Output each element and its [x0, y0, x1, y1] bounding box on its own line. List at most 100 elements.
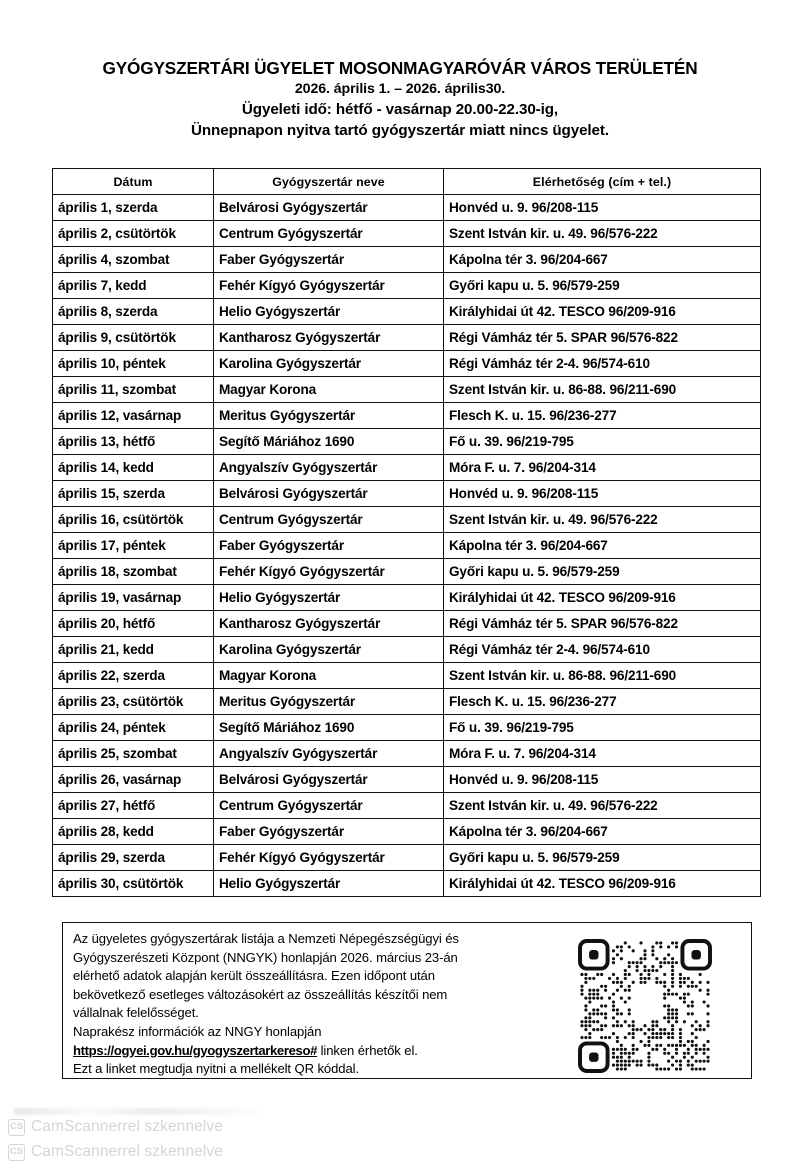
table-row: április 25, szombat Angyalszív Gyógyszert…: [52, 740, 761, 767]
duty-pharmacy-name: Faber Gyógyszertár: [213, 246, 444, 273]
duty-pharmacy-name: Helio Gyógyszertár: [213, 870, 444, 897]
duty-contact: Győri kapu u. 5. 96/579-259: [443, 558, 761, 585]
table-row: április 1, szerda Belvárosi Gyógyszertár H…: [52, 194, 761, 221]
camscanner-watermark-top: CS CamScannerrel szkennelve: [8, 1118, 223, 1136]
duty-contact: Királyhidai út 42. TESCO 96/209-916: [443, 298, 761, 325]
duty-pharmacy-name: Kantharosz Gyógyszertár: [213, 610, 444, 637]
table-row: április 24, péntek Segítő Máriához 1690 Fő…: [52, 714, 761, 741]
duty-date: április 20, hétfő: [52, 610, 214, 637]
duty-date: április 16, csütörtök: [52, 506, 214, 533]
duty-date: április 29, szerda: [52, 844, 214, 871]
table-row: április 21, kedd Karolina Gyógyszertár Rég…: [52, 636, 761, 663]
header-period: 2026. április 1. – 2026. április30.: [294, 81, 506, 97]
duty-pharmacy-name: Helio Gyógyszertár: [213, 584, 444, 611]
duty-date: április 7, kedd: [52, 272, 214, 299]
table-row: április 26, vasárnap Belvárosi Gyógyszert…: [52, 766, 761, 793]
duty-date: április 19, vasárnap: [52, 584, 214, 611]
table-row: április 9, csütörtök Kantharosz Gyógyszer…: [52, 324, 761, 351]
camscanner-label: CamScannerrel szkennelve: [31, 1143, 223, 1160]
table-row: április 7, kedd Fehér Kígyó Gyógyszertár G…: [52, 272, 761, 299]
duty-contact: Honvéd u. 9. 96/208-115: [443, 194, 761, 221]
duty-pharmacy-name: Meritus Gyógyszertár: [213, 688, 444, 715]
duty-contact: Móra F. u. 7. 96/204-314: [443, 454, 761, 481]
qr-code[interactable]: [574, 935, 716, 1077]
duty-pharmacy-name: Faber Gyógyszertár: [213, 818, 444, 845]
table-row: április 18, szombat Fehér Kígyó Gyógyszer…: [52, 558, 761, 585]
table-row: április 14, kedd Angyalszív Gyógyszertár M…: [52, 454, 761, 481]
duty-pharmacy-name: Fehér Kígyó Gyógyszertár: [213, 844, 444, 871]
camscanner-logo-icon: CS: [8, 1118, 25, 1136]
duty-pharmacy-name: Angyalszív Gyógyszertár: [213, 740, 444, 767]
camscanner-watermark-bottom: CS CamScannerrel szkennelve: [8, 1143, 223, 1161]
table-row: április 12, vasárnap Meritus Gyógyszertár…: [52, 402, 761, 429]
table-row: április 16, csütörtök Centrum Gyógyszertá…: [52, 506, 761, 533]
disclaimer-text: Az ügyeletes gyógyszertárak listája a Ne…: [73, 930, 568, 1079]
duty-contact: Szent István kir. u. 49. 96/576-222: [443, 220, 761, 247]
duty-contact: Régi Vámház tér 5. SPAR 96/576-822: [443, 324, 761, 351]
table-row: április 23, csütörtök Meritus Gyógyszertá…: [52, 688, 761, 715]
document-header: GYÓGYSZERTÁRI ÜGYELET MOSONMAGYARÓVÁR VÁ…: [0, 58, 800, 141]
duty-contact: Honvéd u. 9. 96/208-115: [443, 480, 761, 507]
duty-date: április 24, péntek: [52, 714, 214, 741]
table-row: április 19, vasárnap Helio Gyógyszertár Ki…: [52, 584, 761, 611]
duty-contact: Szent István kir. u. 49. 96/576-222: [443, 792, 761, 819]
header-holiday-note: Ünnepnapon nyitva tartó gyógyszertár mia…: [191, 122, 609, 139]
duty-date: április 23, csütörtök: [52, 688, 214, 715]
duty-pharmacy-name: Kantharosz Gyógyszertár: [213, 324, 444, 351]
table-row: április 4, szombat Faber Gyógyszertár Kápo…: [52, 246, 761, 273]
table-row: április 28, kedd Faber Gyógyszertár Kápoln…: [52, 818, 761, 845]
duty-date: április 21, kedd: [52, 636, 214, 663]
duty-contact: Kápolna tér 3. 96/204-667: [443, 246, 761, 273]
disclaimer-line-8: Ezt a linket megtudja nyitni a mellékelt…: [73, 1061, 360, 1077]
column-header-contact: Elérhetőség (cím + tel.): [443, 168, 761, 195]
ogyei-link-suffix: linken érhetők el.: [317, 1042, 418, 1058]
duty-pharmacy-name: Belvárosi Gyógyszertár: [213, 480, 444, 507]
duty-contact: Kápolna tér 3. 96/204-667: [443, 532, 761, 559]
duty-contact: Kápolna tér 3. 96/204-667: [443, 818, 761, 845]
duty-pharmacy-name: Angyalszív Gyógyszertár: [213, 454, 444, 481]
scan-smudge: [14, 1108, 264, 1115]
duty-pharmacy-name: Meritus Gyógyszertár: [213, 402, 444, 429]
duty-date: április 12, vasárnap: [52, 402, 214, 429]
duty-date: április 22, szerda: [52, 662, 214, 689]
duty-schedule-table: Dátum Gyógyszertár neve Elérhetőség (cím…: [52, 168, 761, 897]
disclaimer-link-line: https://ogyei.gov.hu/gyogyszertarkereso#…: [73, 1042, 568, 1061]
table-row: április 27, hétfő Centrum Gyógyszertár Sze…: [52, 792, 761, 819]
column-header-pharmacy: Gyógyszertár neve: [213, 168, 444, 195]
duty-date: április 2, csütörtök: [52, 220, 214, 247]
camscanner-logo-icon: CS: [8, 1143, 25, 1161]
table-row: április 17, péntek Faber Gyógyszertár Kápo…: [52, 532, 761, 559]
table-row: április 11, szombat Magyar Korona Szent Is…: [52, 376, 761, 403]
duty-pharmacy-name: Magyar Korona: [213, 662, 444, 689]
disclaimer-line-6: Naprakész információk az NNGY honlapján: [73, 1023, 322, 1039]
header-duty-hours: Ügyeleti idő: hétfő - vasárnap 20.00-22.…: [241, 101, 559, 118]
duty-contact: Fő u. 39. 96/219-795: [443, 428, 761, 455]
duty-date: április 14, kedd: [52, 454, 214, 481]
duty-contact: Flesch K. u. 15. 96/236-277: [443, 402, 761, 429]
ogyei-link[interactable]: https://ogyei.gov.hu/gyogyszertarkereso#: [73, 1042, 318, 1058]
duty-pharmacy-name: Helio Gyógyszertár: [213, 298, 444, 325]
duty-pharmacy-name: Centrum Gyógyszertár: [213, 792, 444, 819]
duty-date: április 11, szombat: [52, 376, 214, 403]
duty-date: április 10, péntek: [52, 350, 214, 377]
page-title: GYÓGYSZERTÁRI ÜGYELET MOSONMAGYARÓVÁR VÁ…: [102, 58, 698, 78]
duty-contact: Honvéd u. 9. 96/208-115: [443, 766, 761, 793]
duty-contact: Győri kapu u. 5. 96/579-259: [443, 272, 761, 299]
table-row: április 30, csütörtök Helio Gyógyszertár K…: [52, 870, 761, 897]
duty-contact: Régi Vámház tér 5. SPAR 96/576-822: [443, 610, 761, 637]
disclaimer-line-2: Gyógyszerészeti Központ (NNGYK) honlapjá…: [73, 949, 458, 965]
table-row: április 20, hétfő Kantharosz Gyógyszertár…: [52, 610, 761, 637]
duty-date: április 1, szerda: [52, 194, 214, 221]
disclaimer-line-1: Az ügyeletes gyógyszertárak listája a Ne…: [73, 931, 459, 946]
duty-contact: Flesch K. u. 15. 96/236-277: [443, 688, 761, 715]
duty-pharmacy-name: Fehér Kígyó Gyógyszertár: [213, 558, 444, 585]
duty-pharmacy-name: Faber Gyógyszertár: [213, 532, 444, 559]
duty-contact: Szent István kir. u. 86-88. 96/211-690: [443, 662, 761, 689]
duty-pharmacy-name: Segítő Máriához 1690: [213, 714, 444, 741]
duty-pharmacy-name: Fehér Kígyó Gyógyszertár: [213, 272, 444, 299]
duty-pharmacy-name: Karolina Gyógyszertár: [213, 636, 444, 663]
disclaimer-line-4: bekövetkező esetleges változásokért az ö…: [73, 986, 448, 1002]
duty-contact: Szent István kir. u. 49. 96/576-222: [443, 506, 761, 533]
duty-date: április 17, péntek: [52, 532, 214, 559]
table-header-row: Dátum Gyógyszertár neve Elérhetőség (cím…: [52, 168, 761, 195]
